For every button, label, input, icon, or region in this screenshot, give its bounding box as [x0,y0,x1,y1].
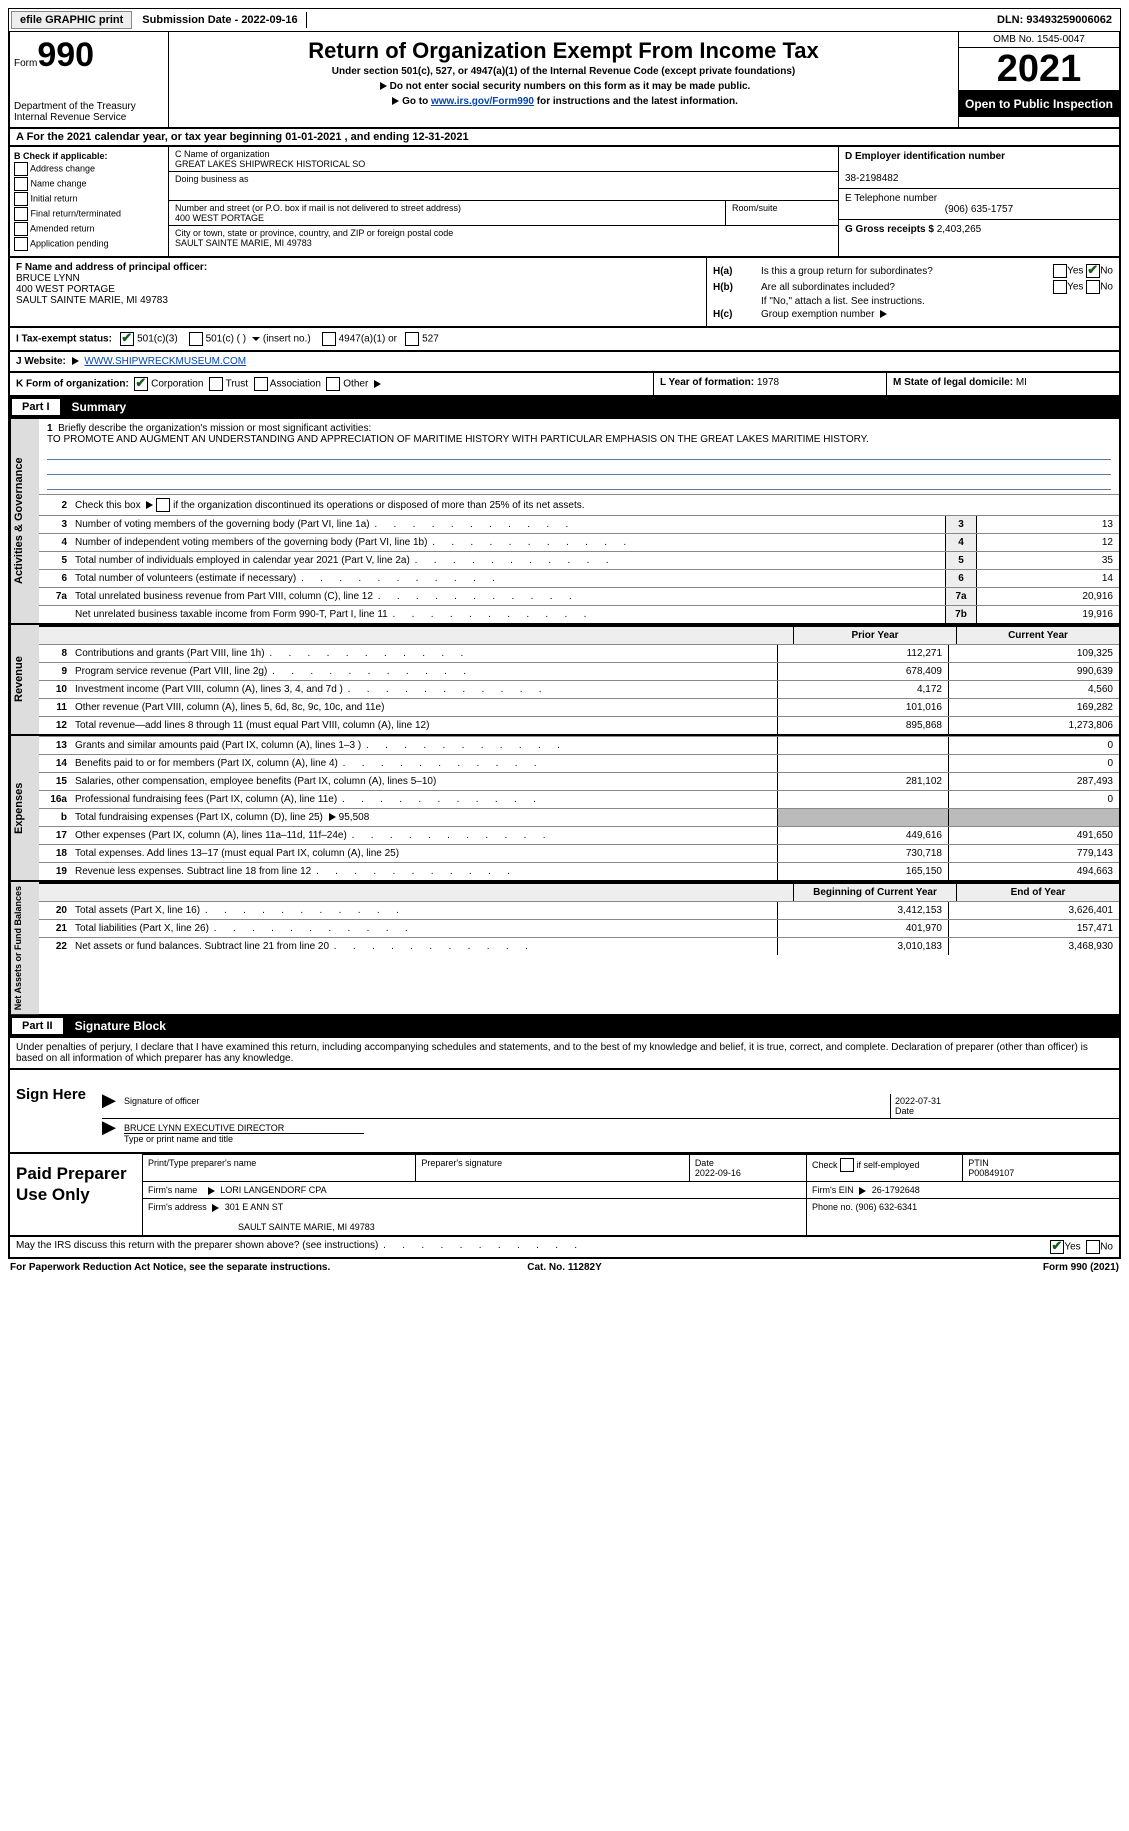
perjury-declaration: Under penalties of perjury, I declare th… [8,1038,1121,1070]
row-i-tax-status: I Tax-exempt status: 501(c)(3) 501(c) ( … [8,328,1121,352]
ein: 38-2198482 [845,173,898,184]
form-number: Form990 [14,36,164,75]
firm-name: LORI LANGENDORF CPA [220,1185,326,1195]
phone: (906) 635-1757 [845,204,1113,215]
submission-date: Submission Date - 2022-09-16 [134,12,306,28]
org-street: 400 WEST PORTAGE [175,213,719,223]
irs-label: Internal Revenue Service [14,112,164,123]
efile-print-button[interactable]: efile GRAPHIC print [11,11,132,29]
arrow-icon [102,1094,116,1108]
ssn-warning: Do not enter social security numbers on … [390,81,751,92]
open-public-badge: Open to Public Inspection [959,91,1119,117]
vlabel-revenue: Revenue [10,625,39,734]
irs-discuss-row: May the IRS discuss this return with the… [8,1237,1121,1259]
top-bar: efile GRAPHIC print Submission Date - 20… [8,8,1121,32]
section-b: B Check if applicable: Address change Na… [10,147,169,256]
mission-text: TO PROMOTE AND AUGMENT AN UNDERSTANDING … [47,434,869,445]
form-subtitle: Under section 501(c), 527, or 4947(a)(1)… [177,66,950,77]
firm-ein: 26-1792648 [872,1185,920,1195]
signer-name: BRUCE LYNN EXECUTIVE DIRECTOR [124,1123,364,1134]
part2-header: Part II Signature Block [8,1016,1121,1038]
dln: DLN: 93493259006062 [989,12,1120,28]
row-l-year: L Year of formation: 1978 [653,373,886,395]
form-header: Form990 Department of the Treasury Inter… [8,32,1121,129]
vlabel-activities: Activities & Governance [10,419,39,623]
irs-link[interactable]: www.irs.gov/Form990 [431,96,534,107]
officer-name: BRUCE LYNN [16,273,80,284]
sign-here-block: Sign Here Signature of officer 2022-07-3… [8,1070,1121,1154]
row-k-form-org: K Form of organization: Corporation Trus… [10,373,653,395]
paid-preparer-block: Paid Preparer Use Only Print/Type prepar… [8,1154,1121,1237]
row-a-calendar-year: A For the 2021 calendar year, or tax yea… [8,129,1121,147]
gross-receipts: 2,403,265 [937,224,982,235]
section-f: F Name and address of principal officer:… [10,258,706,326]
section-h: H(a) Is this a group return for subordin… [706,258,1119,326]
omb-number: OMB No. 1545-0047 [959,32,1119,48]
page-footer: For Paperwork Reduction Act Notice, see … [8,1259,1121,1276]
website-link[interactable]: WWW.SHIPWRECKMUSEUM.COM [84,356,246,367]
org-city: SAULT SAINTE MARIE, MI 49783 [175,238,832,248]
part1-header: Part I Summary [8,397,1121,419]
dept-treasury: Department of the Treasury [14,101,164,112]
firm-phone: (906) 632-6341 [856,1202,918,1212]
ptin: P00849107 [968,1168,1014,1178]
form-title: Return of Organization Exempt From Incom… [177,38,950,64]
section-c: C Name of organization GREAT LAKES SHIPW… [169,147,838,256]
arrow-icon [102,1121,116,1135]
tax-year: 2021 [959,48,1119,91]
vlabel-net-assets: Net Assets or Fund Balances [10,882,39,1014]
section-deg: D Employer identification number 38-2198… [838,147,1119,256]
row-m-state: M State of legal domicile: MI [886,373,1119,395]
row-j-website: J Website: WWW.SHIPWRECKMUSEUM.COM [8,352,1121,373]
org-name: GREAT LAKES SHIPWRECK HISTORICAL SO [175,159,832,169]
vlabel-expenses: Expenses [10,736,39,880]
